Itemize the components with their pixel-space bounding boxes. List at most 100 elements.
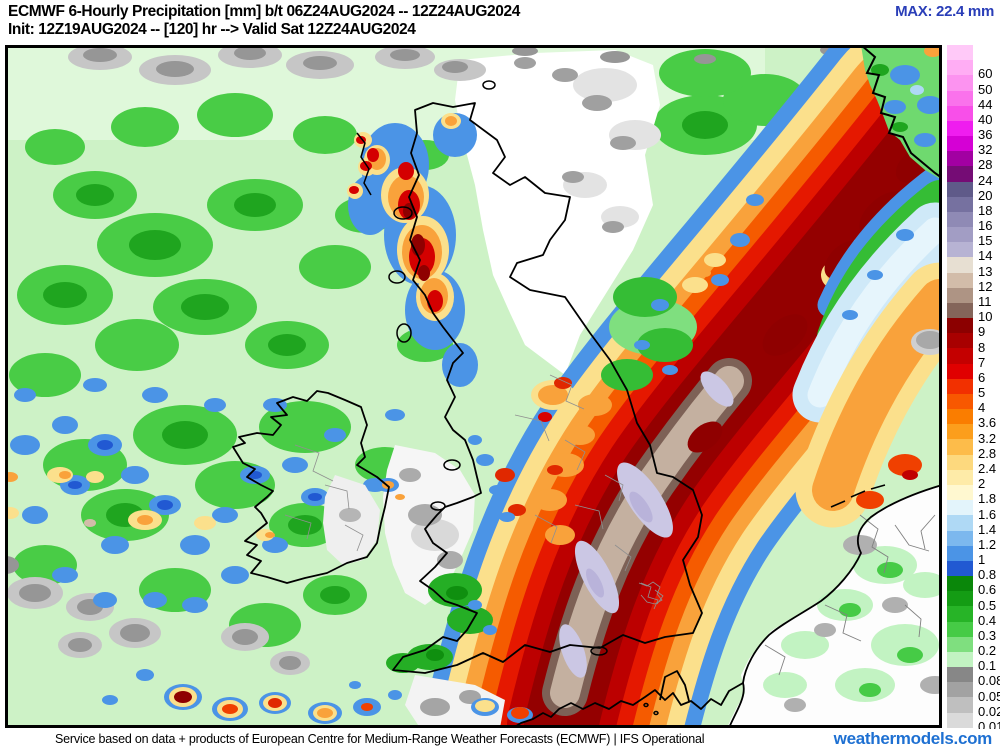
legend-swatch — [947, 621, 973, 637]
legend-value-label: 9 — [978, 324, 986, 340]
legend-value-label: 15 — [978, 233, 993, 249]
legend-swatch — [947, 333, 973, 349]
legend-swatch — [947, 302, 973, 319]
legend-value-label: 1.6 — [978, 506, 997, 522]
legend-swatch — [947, 136, 973, 152]
legend-value-label: 36 — [978, 127, 993, 143]
legend-swatch — [947, 105, 973, 121]
legend-swatch — [947, 272, 973, 288]
legend-swatch — [947, 166, 973, 182]
legend-value-label: 28 — [978, 157, 993, 173]
legend-swatch — [947, 697, 973, 713]
legend-value-label: 0.4 — [978, 612, 997, 628]
brand-link: weathermodels.com — [833, 729, 993, 748]
legend-swatch — [947, 469, 973, 485]
legend-swatch — [947, 545, 973, 561]
legend-value-label: 14 — [978, 248, 993, 264]
legend-value-label: 13 — [978, 263, 993, 279]
legend-value-label: 2 — [978, 476, 986, 492]
legend-swatch — [947, 151, 973, 167]
legend-swatch — [947, 424, 973, 440]
legend-value-label: 3.2 — [978, 430, 997, 446]
coastlines — [232, 102, 943, 729]
legend-swatch — [947, 227, 973, 243]
color-scale-legend: 60 50 44 40 36 32 28 24 20 18 16 15 14 13 12 11 10 9 8 7 6 5 4… — [947, 45, 1000, 734]
legend-swatch — [947, 287, 973, 303]
legend-value-label: 0.3 — [978, 627, 997, 643]
legend-value-label: 16 — [978, 218, 993, 234]
legend-swatch — [947, 75, 973, 91]
secondary-band — [792, 162, 978, 528]
legend-value-label: 44 — [978, 96, 993, 112]
scotland-heavy-rain — [347, 113, 478, 387]
title-line-2: Init: 12Z19AUG2024 -- [120] hr --> Valid… — [8, 21, 416, 38]
legend-swatch — [947, 606, 973, 622]
legend-value-label: 40 — [978, 111, 993, 127]
legend-swatch — [947, 484, 973, 501]
legend-value-label: 1.4 — [978, 521, 997, 537]
legend-value-label: 2.4 — [978, 460, 997, 476]
legend-swatch — [947, 576, 973, 592]
map-frame — [5, 45, 942, 728]
county-borders — [284, 374, 664, 610]
legend-swatch — [947, 409, 973, 425]
legend-value-label: 18 — [978, 202, 993, 218]
legend-value-label: 0.6 — [978, 582, 997, 598]
legend-value-label: 4 — [978, 400, 986, 416]
legend-value-label: 5 — [978, 385, 986, 401]
legend-swatch — [947, 45, 973, 61]
legend-value-label: 0.08 — [978, 673, 1000, 689]
legend-swatch — [947, 60, 973, 76]
legend-swatch — [947, 393, 973, 410]
legend-swatches — [947, 45, 973, 728]
legend-swatch — [947, 348, 973, 364]
attribution-text: Service based on data + products of Euro… — [55, 732, 705, 746]
legend-swatch — [947, 363, 973, 379]
legend-swatch — [947, 120, 973, 137]
legend-value-label: 24 — [978, 172, 993, 188]
header: ECMWF 6-Hourly Precipitation [mm] b/t 06… — [0, 0, 1000, 42]
legend-swatch — [947, 712, 973, 728]
legend-value-label: 7 — [978, 354, 986, 370]
drizzle-gray-patches-sea — [514, 57, 636, 233]
norway-coastline — [860, 44, 943, 179]
legend-value-label: 3.6 — [978, 415, 997, 431]
legend-value-label: 1 — [978, 552, 986, 568]
legend-value-label: 50 — [978, 81, 993, 97]
legend-swatch — [947, 651, 973, 668]
footer: Service based on data + products of Euro… — [0, 729, 1000, 750]
legend-value-label: 10 — [978, 309, 993, 325]
legend-swatch — [947, 378, 973, 394]
legend-value-label: 0.5 — [978, 597, 997, 613]
max-value-label: MAX: 22.4 mm — [895, 3, 994, 20]
admin-borders-continent — [764, 514, 936, 676]
legend-value-label: 1.2 — [978, 536, 997, 552]
legend-value-label: 0.2 — [978, 643, 997, 659]
drizzle-gray-patches — [0, 44, 846, 670]
legend-value-label: 0.8 — [978, 567, 997, 583]
moderate-green-cores — [43, 111, 841, 604]
legend-swatch — [947, 500, 973, 516]
legend-swatch — [947, 530, 973, 546]
legend-value-label: 0.1 — [978, 658, 997, 674]
legend-swatch — [947, 591, 973, 607]
legend-value-label: 6 — [978, 369, 986, 385]
legend-value-label: 32 — [978, 142, 993, 158]
legend-value-label: 1.8 — [978, 491, 997, 507]
legend-value-label: 20 — [978, 187, 993, 203]
legend-swatch — [947, 318, 973, 334]
legend-swatch — [947, 682, 973, 698]
legend-value-label: 2.8 — [978, 445, 997, 461]
legend-value-label: 60 — [978, 66, 993, 82]
rain-free-north-sea — [455, 50, 660, 375]
legend-value-label: 11 — [978, 294, 992, 310]
legend-swatch — [947, 636, 973, 652]
legend-swatch — [947, 560, 973, 577]
legend-value-label: 0.02 — [978, 703, 1000, 719]
legend-value-label: 12 — [978, 278, 993, 294]
legend-swatch — [947, 90, 973, 106]
legend-swatch — [947, 257, 973, 273]
